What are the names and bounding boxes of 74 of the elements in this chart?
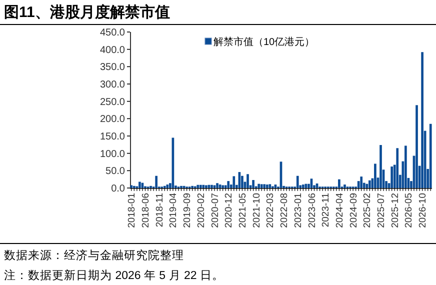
legend: 解禁市值（10亿港元） [204, 37, 315, 48]
x-tick-label: 2025-02 [362, 193, 374, 228]
bar [199, 184, 202, 188]
x-tick-label: 2023-06 [306, 193, 318, 228]
x-tick-label: 2021-05 [238, 193, 249, 228]
bar [266, 184, 268, 188]
y-tick-label: 400.0 [100, 44, 126, 56]
x-tick-label: 2025-07 [376, 193, 388, 228]
y-tick-label: 450.0 [100, 28, 126, 38]
x-tick-label: 2025-12 [390, 193, 401, 228]
x-tick-label: 2026-10 [418, 193, 429, 228]
bar [222, 185, 224, 188]
bar [421, 52, 424, 188]
source-note: 数据来源：经济与金融研究院整理 [4, 248, 184, 262]
bar [210, 184, 213, 188]
bar [360, 176, 363, 188]
bar [268, 184, 272, 188]
bar [366, 184, 368, 188]
x-tick-label: 2021-10 [251, 193, 262, 228]
x-tick-label: 2022-08 [279, 193, 290, 228]
x-tick-label: 2020-02 [196, 193, 207, 228]
bar [155, 176, 158, 188]
bar [227, 181, 230, 188]
bar [241, 176, 244, 188]
x-tick-label: 2023-01 [292, 193, 304, 228]
bar [344, 184, 346, 188]
bar [205, 185, 208, 188]
bar [429, 124, 432, 188]
x-tick-label: 2018-01 [126, 193, 138, 228]
bar [396, 148, 399, 188]
y-tick-label: 300.0 [100, 80, 126, 90]
bar [216, 183, 218, 188]
y-tick-label: 150.0 [100, 132, 126, 142]
x-tick-label: 2024-09 [348, 193, 360, 228]
bar [252, 180, 254, 188]
bar [404, 146, 407, 188]
x-tick-label: 2019-04 [168, 193, 180, 228]
x-tick-label: 2020-07 [210, 193, 221, 228]
x-tick-label: 2024-04 [334, 193, 346, 228]
y-tick-label: 0.0 [111, 184, 126, 194]
bar [302, 184, 304, 188]
x-tick-label: 2019-09 [182, 193, 194, 228]
bar [368, 180, 371, 188]
y-tick-label: 250.0 [100, 96, 126, 108]
x-tick-label: 2020-12 [224, 193, 235, 228]
bar [213, 185, 216, 188]
x-tick-label: 2026-05 [404, 193, 415, 228]
bar [390, 166, 393, 188]
bar [416, 105, 418, 188]
y-tick-label: 350.0 [100, 62, 126, 74]
bar [138, 182, 141, 188]
bar [260, 184, 263, 188]
x-tick-label: 2023-11 [320, 193, 332, 228]
x-tick-label: 2022-03 [265, 193, 276, 228]
bar [166, 184, 169, 188]
bar [380, 145, 382, 188]
x-tick-label: 2018-11 [154, 193, 166, 228]
y-tick-label: 100.0 [100, 148, 126, 160]
bar [296, 176, 299, 188]
y-tick-label: 50.0 [106, 166, 126, 178]
x-tick-label: 2018-06 [140, 193, 152, 228]
bar [224, 185, 227, 188]
bar [374, 164, 376, 188]
bar [196, 184, 200, 188]
legend-label: 解禁市值（10亿港元） [214, 36, 315, 48]
bar [338, 179, 340, 188]
bar [263, 184, 266, 188]
y-tick-label: 200.0 [100, 114, 126, 126]
bar [232, 176, 236, 188]
chart-title: 图11、港股月度解禁市值 [4, 3, 170, 21]
text: 注：数据更新日期为 2026 年 5 月 22 日。 [4, 268, 224, 282]
bar [258, 184, 260, 188]
bar [130, 185, 133, 188]
bar [246, 174, 249, 188]
